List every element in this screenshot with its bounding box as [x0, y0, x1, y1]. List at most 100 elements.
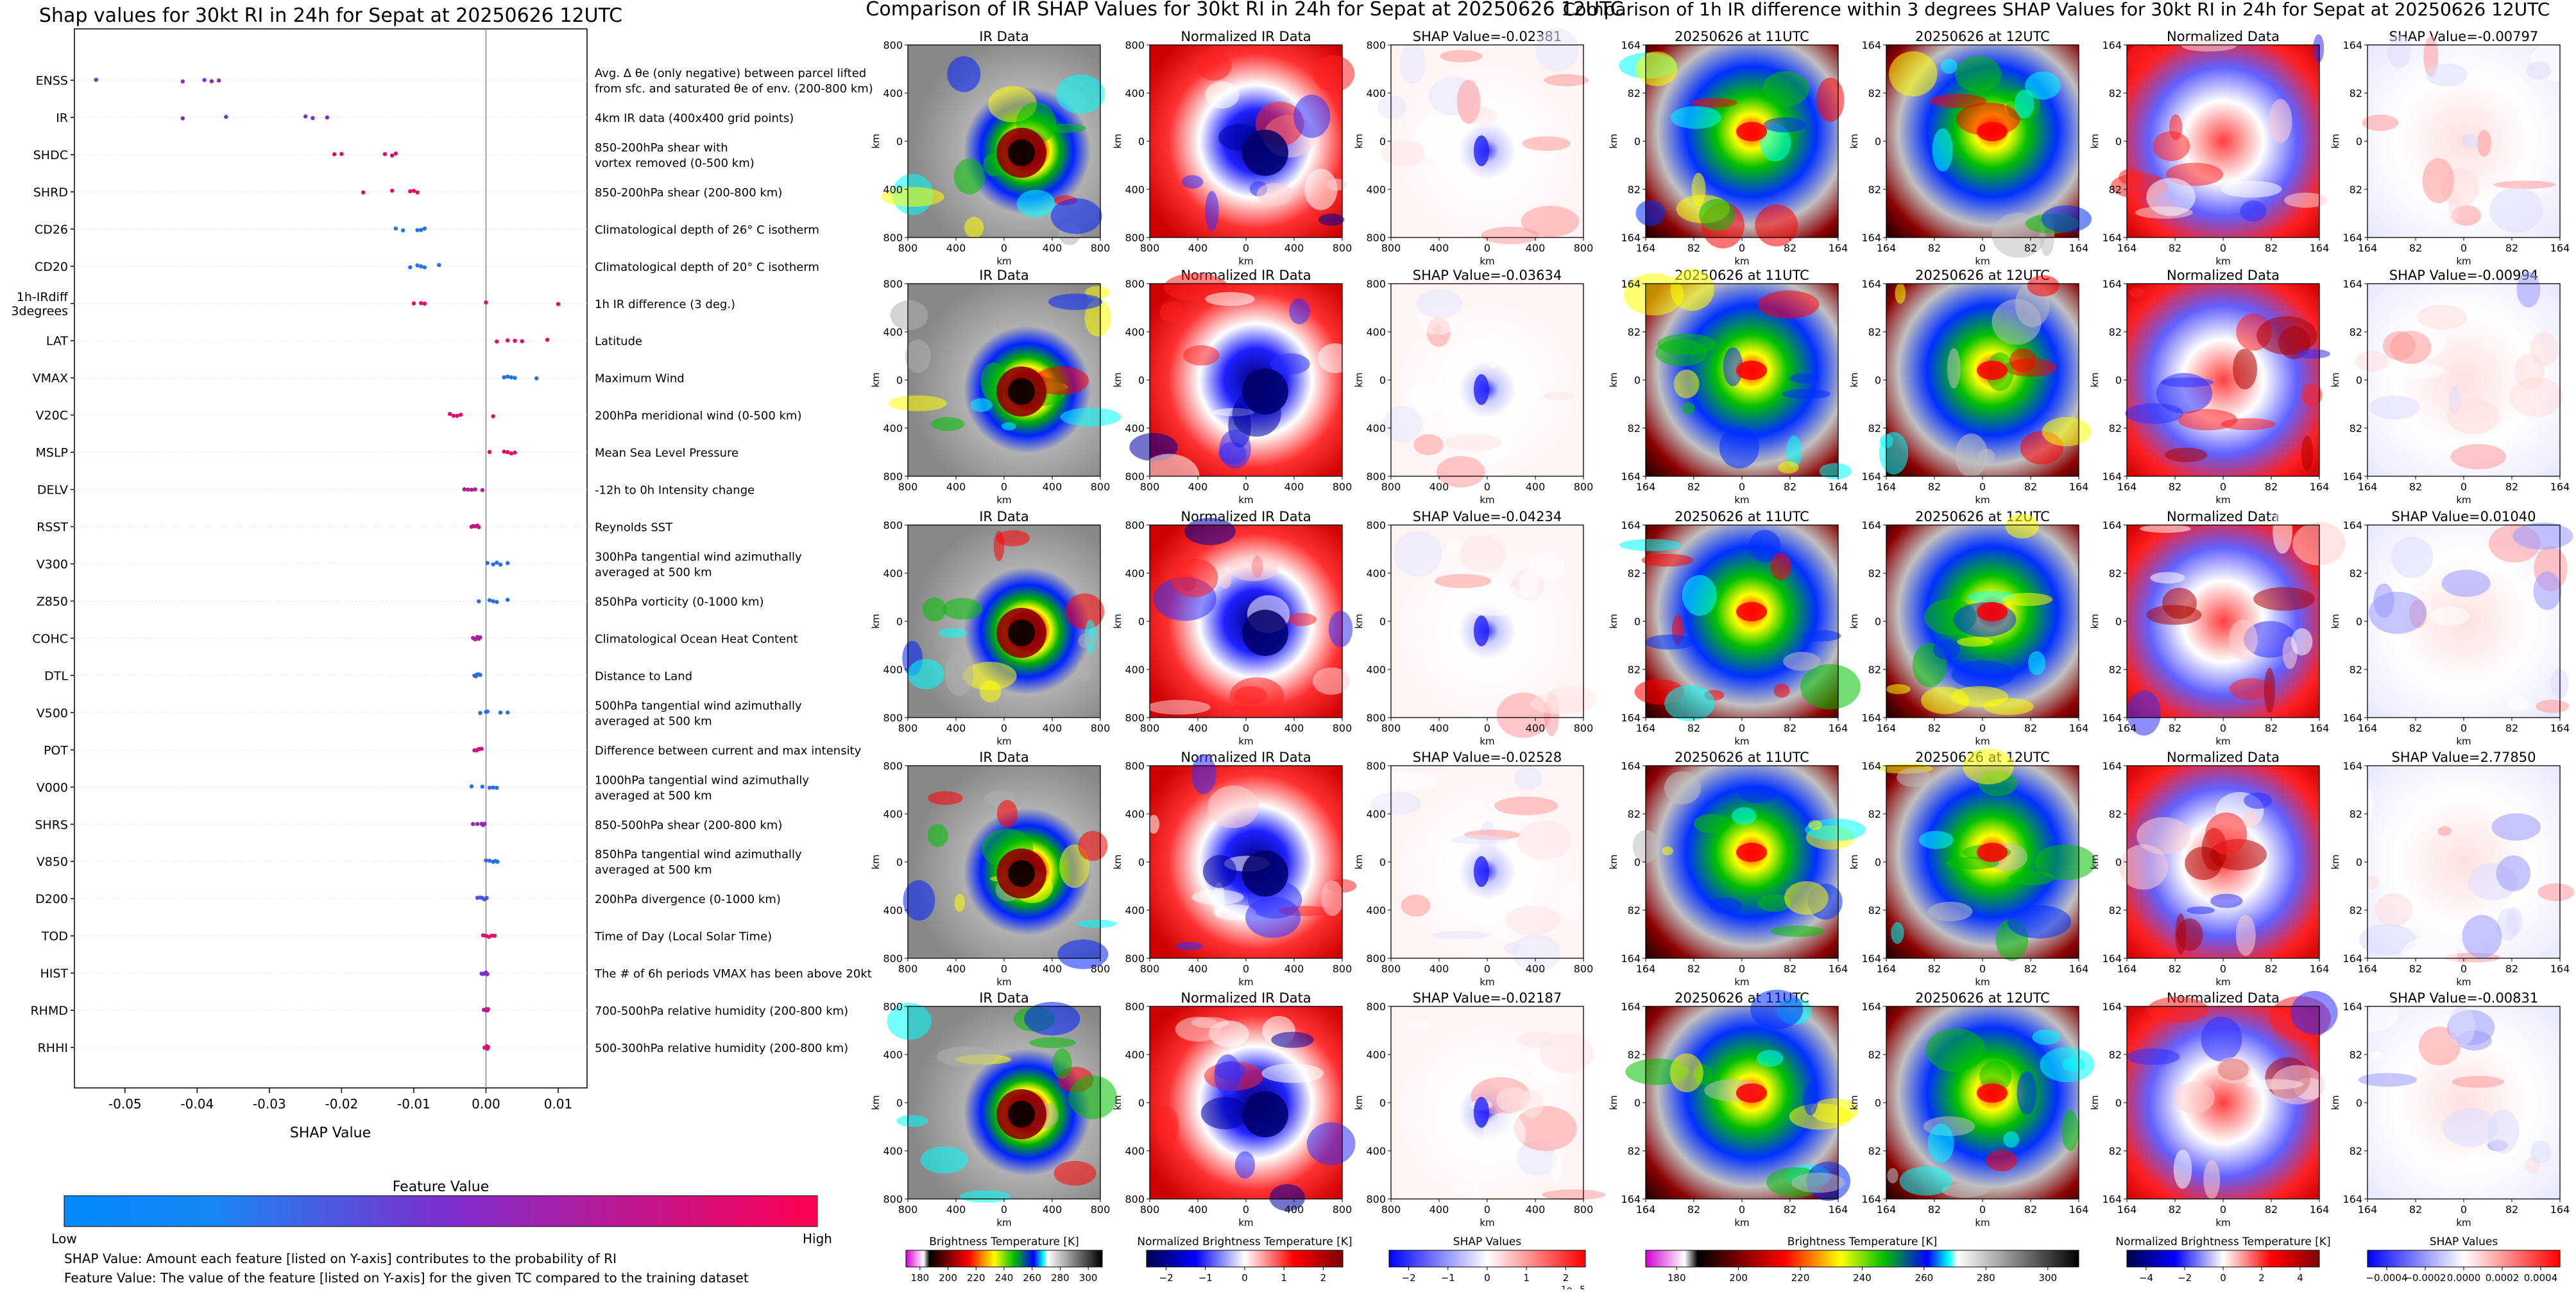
image-texture	[1002, 422, 1016, 431]
image-texture	[2301, 436, 2313, 471]
x-tick-label: 400	[946, 242, 966, 254]
shap-point	[481, 488, 484, 492]
image-texture	[1229, 556, 1278, 581]
image-texture	[2383, 331, 2416, 361]
x-tick-label: 0	[1001, 1203, 1007, 1216]
x-tick-label: 82	[1928, 1203, 1941, 1216]
colorbar-tick-label: 2	[1563, 1272, 1569, 1284]
image-texture	[1271, 1032, 1313, 1048]
storm-core	[1977, 602, 2008, 621]
shap-hotspot	[1474, 1097, 1489, 1128]
x-tick-label: 0	[1243, 722, 1249, 734]
colorbar-label: SHAP Values	[1453, 1236, 1522, 1248]
shap-point	[452, 414, 456, 418]
x-tick-label: 800	[1091, 722, 1111, 734]
image-texture	[1517, 821, 1571, 860]
y-tick-label: 82	[1868, 422, 1881, 435]
x-tick-label: 82	[2505, 1203, 2518, 1216]
x-tick-label: 82	[1928, 242, 1941, 254]
y-tick-label: 0	[1138, 616, 1145, 628]
image-texture	[1326, 178, 1347, 191]
y-tick-label: 800	[1366, 952, 1386, 965]
shap-point	[383, 152, 387, 156]
storm-core	[1242, 850, 1288, 897]
image-texture	[2290, 991, 2337, 1035]
x-tick-label: 400	[946, 722, 966, 734]
y-tick-label: 82	[1628, 87, 1641, 99]
image-texture	[2027, 275, 2060, 297]
shap-point	[437, 263, 441, 267]
image-texture	[1803, 630, 1841, 642]
feature-description: Mean Sea Level Pressure	[595, 447, 738, 460]
y-tick-label: 0	[2115, 135, 2122, 148]
image-texture	[2462, 915, 2502, 958]
colorbar-tick-label: −2	[2178, 1272, 2192, 1284]
y-tick-label: 82	[1868, 808, 1881, 820]
image-texture	[1739, 785, 1776, 803]
shap-point	[486, 972, 490, 976]
y-axis-label: km	[2330, 134, 2341, 148]
colorbar-tick-label: −0.0002	[2404, 1272, 2446, 1284]
x-tick-label: 400	[1429, 481, 1449, 493]
image-texture	[1056, 74, 1105, 114]
x-tick-label: 82	[1784, 242, 1796, 254]
y-tick-label: 82	[1868, 1145, 1881, 1157]
feature-label: LAT	[46, 334, 69, 349]
image-texture	[1494, 797, 1558, 815]
x-tick-label: 0	[1979, 481, 1986, 493]
shap-point	[479, 746, 483, 750]
x-tick-label: 400	[946, 481, 966, 493]
colorbar-tick-label: 300	[1079, 1272, 1098, 1284]
colorbar-tick-label: 1	[1523, 1272, 1530, 1284]
y-axis-label: km	[2089, 1095, 2101, 1110]
image-texture	[2215, 1057, 2251, 1083]
image-texture	[1201, 1097, 1249, 1129]
image-texture	[1808, 820, 1822, 830]
shap-point	[495, 859, 499, 863]
shap-point	[478, 635, 482, 639]
x-tick-label: 82	[1928, 722, 1941, 734]
y-axis-label: km	[2089, 372, 2101, 387]
x-tick-label: 0	[1739, 963, 1745, 975]
image-texture	[1957, 637, 1993, 647]
image-texture	[1789, 374, 1820, 383]
image-texture	[2417, 305, 2467, 330]
x-axis-label: km	[1238, 255, 1253, 267]
image-texture	[1171, 558, 1218, 598]
subplot-title: IR Data	[979, 990, 1029, 1006]
feature-label: Z850	[37, 594, 68, 608]
x-tick-label: 0	[1243, 242, 1249, 254]
image-texture	[1234, 686, 1267, 705]
image-texture	[923, 598, 947, 621]
image-texture	[1440, 50, 1482, 62]
image-texture	[1029, 1037, 1076, 1048]
x-tick-label: 164	[2310, 242, 2330, 254]
image-texture	[2240, 200, 2266, 221]
image-texture	[2129, 288, 2144, 298]
x-tick-label: 164	[1829, 722, 1848, 734]
feature-label: SHRS	[35, 818, 68, 832]
y-tick-label: 400	[1366, 422, 1386, 435]
y-tick-label: 800	[883, 39, 903, 51]
image-texture	[1313, 668, 1350, 695]
feature-description: Time of Day (Local Solar Time)	[594, 930, 772, 943]
image-texture	[2527, 62, 2552, 80]
y-tick-label: 400	[883, 904, 903, 917]
feature-label: 3degrees	[11, 304, 68, 318]
image-texture	[2146, 605, 2201, 625]
shap-point	[390, 153, 394, 157]
y-tick-label: 400	[1366, 87, 1386, 99]
y-tick-label: 164	[2342, 470, 2362, 483]
feature-label: V500	[37, 706, 68, 720]
subplot-title: SHAP Value=-0.03634	[1413, 268, 1562, 283]
y-tick-label: 82	[2350, 1145, 2362, 1157]
image-texture	[1710, 897, 1743, 914]
y-tick-label: 164	[2102, 712, 2122, 724]
ir-panel-title: Comparison of IR SHAP Values for 30kt RI…	[866, 0, 1623, 21]
x-tick-label: 0	[2220, 963, 2226, 975]
subplot-title: 20250626 at 12UTC	[1915, 29, 2050, 44]
y-tick-label: 164	[1861, 952, 1881, 965]
colorbar	[1389, 1250, 1585, 1267]
image-texture	[1218, 570, 1232, 589]
colorbar-tick-label: 4	[2297, 1272, 2303, 1284]
